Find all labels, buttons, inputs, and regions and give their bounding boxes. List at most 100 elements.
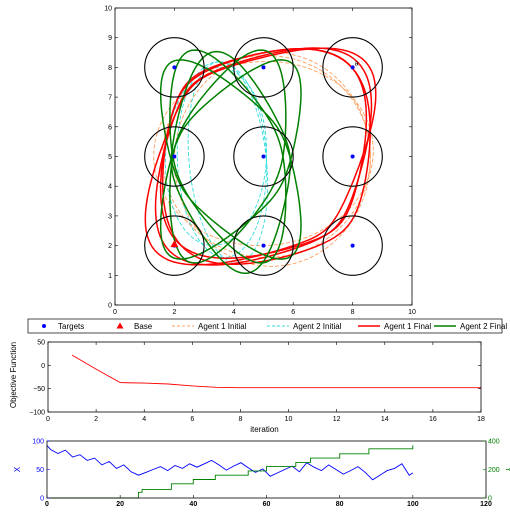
x-tick-label: 4 [142,416,146,423]
series-agent-1-final [144,47,377,266]
legend-entry: Agent 2 Final [434,322,507,331]
trajectory-loop [176,61,268,258]
target-point [350,154,355,159]
legend-swatch [42,324,46,328]
objective-plot: 0 2 4 6 8 10 12 14 16 18 50 0 −50 −100 iteration Obj… [9,340,485,435]
x-tick-label: 20 [116,501,124,508]
series-agent-2-final [159,49,302,275]
trajectory-loop [161,48,371,265]
objective-series [71,354,481,389]
trajectory-loop [153,60,374,247]
y-tick-label: 4 [108,184,112,191]
xy-right-y-ticks: 0 200 400 [483,439,500,503]
x-tick-label: 6 [190,416,194,423]
xy-plot: 0 20 40 60 80 100 120 0 50 100 0 200 400 X Y [13,439,510,509]
y-tick-label: 9 [108,35,112,42]
x-tick-label: 8 [238,416,242,423]
trajectory-curves [144,47,377,275]
y-tick-label: 1 [108,273,112,280]
y-tick-label: 100 [32,439,44,446]
x-tick-label: 2 [172,309,176,316]
y-series-line [47,445,414,499]
x-series-line [46,445,414,481]
trajectory-loop [169,49,287,264]
y-tick-label: 50 [37,340,45,347]
x-tick-label: 10 [408,309,416,316]
target-circle [233,126,294,187]
target-circle [144,37,205,98]
legend-box [27,318,503,334]
objective-x-label: iteration [250,425,278,434]
x-tick-label: 6 [291,309,295,316]
target-point [261,154,266,159]
x-tick-label: 80 [336,501,344,508]
legend-label: Agent 1 Initial [198,322,247,331]
y-tick-label: 6 [108,124,112,131]
legend-entry: Targets [42,322,84,331]
target-circle [233,37,294,98]
x-tick-label: 14 [381,416,389,423]
target-point-label: a [355,60,359,67]
x-tick-label: 12 [333,416,341,423]
legend: Targets Base Agent 1 Initial Agent 2 Initia… [27,318,507,334]
target-point [350,65,355,70]
legend-label: Agent 1 Final [384,322,431,331]
legend-entry: Agent 1 Final [358,322,431,331]
base-marker [170,240,179,248]
y-tick-label: 3 [108,213,112,220]
y-tick-label: 5 [108,154,112,161]
xy-left-y-ticks: 0 50 100 [32,439,50,503]
y-tick-label: 2 [108,243,112,250]
objective-plot-frame [47,341,482,413]
trajectory-loop [159,59,302,260]
trajectory-loop [173,52,371,267]
target-point [172,154,177,159]
x-tick-label: 0 [46,416,50,423]
y-tick-label: 10 [104,6,112,13]
trajectory-loop [187,61,269,264]
y-tick-label: −50 [33,386,45,393]
x-tick-label: 8 [351,309,355,316]
x-tick-label: 60 [263,501,271,508]
target-circle [322,126,383,187]
xy-x-ticks: 0 20 40 60 80 100 120 [45,495,492,508]
y-tick-label: 7 [108,95,112,102]
trajectory-x-ticks: 0 2 4 6 8 10 [113,8,416,316]
legend-entry: Agent 2 Initial [267,322,342,331]
target-point [350,243,355,248]
legend-label: Targets [58,322,84,331]
objective-y-ticks: 50 0 −50 −100 [29,340,481,417]
x-tick-label: 10 [285,416,293,423]
legend-entry: Agent 1 Initial [172,322,247,331]
x-tick-label: 0 [45,501,49,508]
target-circle [322,37,383,98]
x-tick-label: 120 [480,501,492,508]
x-tick-label: 100 [407,501,419,508]
target-circle [233,215,294,276]
target-point [172,65,177,70]
legend-label: Agent 2 Final [460,322,507,331]
xy-left-y-label: X [13,466,22,472]
x-tick-label: 18 [477,416,485,423]
xy-right-y-label: Y [504,467,510,473]
target-point [261,243,266,248]
target-circles [144,37,383,276]
x-tick-label: 0 [113,309,117,316]
y-tick-label: 0 [488,496,492,503]
target-circle [322,215,383,276]
y-tick-label: 0 [108,303,112,310]
objective-y-label: Objective Function [9,342,18,408]
x-tick-label: 4 [232,309,236,316]
y-tick-label: 200 [488,467,500,474]
objective-line [71,354,481,389]
target-circle [144,215,205,276]
x-tick-label: 16 [429,416,437,423]
y-tick-label: 0 [40,496,44,503]
y-tick-label: 400 [488,439,500,446]
y-tick-label: 50 [36,467,44,474]
trajectory-loop [170,50,292,275]
trajectory-loop [159,59,302,260]
y-tick-label: 8 [108,65,112,72]
trajectory-y-ticks: 0 1 2 3 4 5 6 7 8 9 10 [104,6,412,310]
